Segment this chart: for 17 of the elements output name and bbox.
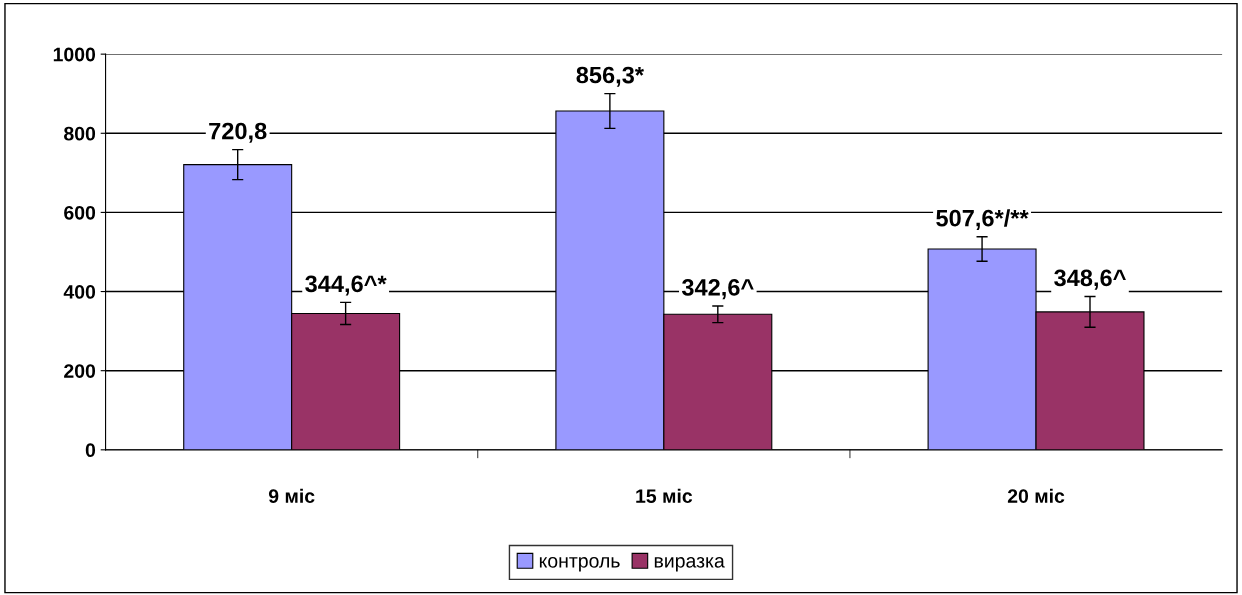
y-tick-label: 600 xyxy=(64,205,96,220)
y-tick-label: 800 xyxy=(64,126,96,141)
x-tick-label: 15 міс xyxy=(636,488,693,503)
data-label: 342,6^ xyxy=(681,279,754,300)
y-tick-label: 0 xyxy=(85,443,96,458)
data-label: 507,6*/** xyxy=(936,209,1029,230)
y-tick-label: 200 xyxy=(64,364,96,378)
x-tick-label: 20 міс xyxy=(1007,488,1065,503)
legend-label: контроль xyxy=(539,557,620,572)
legend-label: виразка xyxy=(654,557,725,572)
x-tick-label: 9 міс xyxy=(268,488,315,503)
data-label: 344,6^* xyxy=(305,275,387,296)
data-label: 720,8 xyxy=(209,122,267,143)
data-label: 856,3* xyxy=(576,66,644,87)
y-tick-label: 400 xyxy=(63,285,96,299)
data-label: 348,6^ xyxy=(1054,269,1126,290)
y-tick-label: 1000 xyxy=(53,47,96,62)
